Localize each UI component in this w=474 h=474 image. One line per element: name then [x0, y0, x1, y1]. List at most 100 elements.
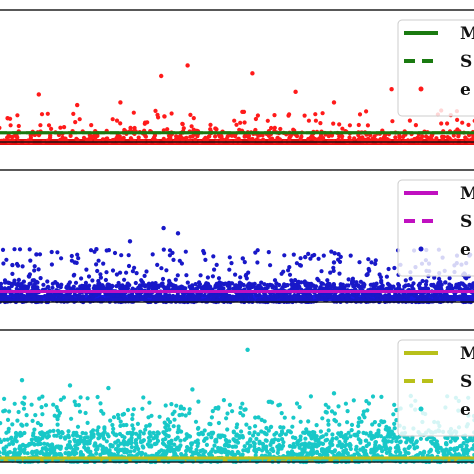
- subplot-2-error-point: [385, 281, 391, 286]
- subplot-3-error-point: [122, 442, 127, 447]
- subplot-1-error-point: [298, 136, 303, 141]
- subplot-3-error-point: [177, 444, 182, 449]
- subplot-3-error-point: [71, 448, 76, 453]
- subplot-2-error-point: [144, 269, 149, 274]
- subplot-1-error-point: [412, 136, 417, 142]
- subplot-2-error-point: [396, 285, 401, 290]
- subplot-3-error-point: [149, 413, 154, 418]
- subplot-3-error-point: [209, 430, 214, 435]
- subplot-2-error-point: [0, 281, 4, 286]
- subplot-1-outlier-point: [185, 63, 190, 68]
- subplot-2-error-point: [343, 293, 348, 298]
- subplot-2-error-point: [177, 285, 182, 290]
- subplot-2-error-point: [41, 282, 46, 287]
- subplot-2-error-point: [119, 253, 124, 258]
- subplot-1-error-point: [193, 137, 198, 142]
- subplot-3-error-point: [412, 446, 417, 451]
- subplot-2-error-point: [171, 257, 176, 262]
- subplot-3-error-point: [334, 436, 339, 441]
- subplot-2-error-point: [374, 281, 379, 286]
- subplot-2-error-point: [247, 281, 252, 286]
- subplot-3-error-point: [157, 414, 162, 419]
- subplot-1-error-point: [352, 136, 357, 141]
- subplot-2-error-point: [112, 250, 118, 256]
- subplot-2-error-point: [167, 280, 172, 285]
- subplot-1-error-point: [46, 123, 52, 128]
- subplot-1-outlier-point: [159, 73, 164, 79]
- subplot-2-error-point: [28, 258, 33, 263]
- subplot-3-error-point: [252, 441, 257, 446]
- subplot-2-error-point: [183, 249, 188, 254]
- subplot-1-error-point: [114, 135, 119, 141]
- subplot-3-error-point: [238, 405, 243, 410]
- subplot-3-error-point: [172, 417, 177, 422]
- subplot-3-error-point: [147, 422, 152, 427]
- subplot-3-error-point: [226, 449, 231, 454]
- subplot-3-outlier-point: [331, 391, 337, 396]
- subplot-2-error-point: [269, 294, 274, 299]
- subplot-3-error-point: [22, 395, 27, 400]
- subplot-1-error-point: [105, 136, 110, 141]
- subplot-3-error-point: [383, 445, 389, 450]
- subplot-2-error-point: [402, 284, 407, 289]
- subplot-1-error-point: [413, 123, 418, 128]
- subplot-2-error-point: [164, 293, 169, 298]
- subplot-2-error-point: [351, 279, 356, 284]
- subplot-1-outlier-point: [118, 100, 123, 105]
- subplot-2-error-point: [332, 251, 337, 256]
- subplot-2-error-point: [93, 284, 98, 289]
- subplot-2-error-point: [190, 297, 195, 302]
- subplot-2-error-point: [416, 283, 421, 288]
- subplot-1-error-point: [256, 133, 261, 138]
- subplot-2-error-point: [196, 294, 201, 299]
- subplot-2-error-point: [302, 281, 307, 286]
- subplot-2-error-point: [105, 283, 110, 288]
- subplot-1-error-point: [440, 134, 445, 139]
- subplot-2-error-point: [392, 265, 397, 271]
- subplot-2-error-point: [18, 282, 23, 288]
- subplot-3-error-point: [290, 424, 295, 429]
- subplot-1-error-point: [49, 126, 54, 131]
- subplot-2-error-point: [257, 293, 262, 298]
- subplot-2-error-point: [90, 278, 95, 283]
- subplot-3-error-point: [244, 422, 249, 427]
- subplot-3-error-point: [223, 442, 228, 447]
- subplot-1-error-point: [15, 113, 20, 118]
- subplot-3-error-point: [452, 446, 457, 451]
- subplot-2-error-point: [340, 294, 345, 300]
- subplot-1-error-point: [75, 137, 80, 143]
- subplot-3-error-point: [55, 428, 61, 433]
- subplot-3-error-point: [0, 421, 3, 426]
- subplot-3-error-point: [444, 442, 449, 447]
- subplot-3-error-point: [21, 406, 27, 411]
- subplot-1-error-point: [277, 137, 282, 142]
- subplot-2-error-point: [79, 276, 84, 281]
- subplot-1-legend-box: [397, 19, 474, 117]
- subplot-2-error-point: [218, 284, 223, 289]
- subplot-2-error-point: [26, 284, 31, 289]
- subplot-3-error-point: [38, 437, 43, 442]
- subplot-3-error-point: [193, 419, 199, 424]
- subplot-3-error-point: [323, 450, 328, 455]
- subplot-2-error-point: [371, 299, 376, 304]
- subplot-2-error-point: [338, 254, 343, 259]
- subplot-1-error-point: [340, 137, 345, 142]
- subplot-2-error-point: [365, 272, 370, 277]
- subplot-3-error-point: [224, 416, 229, 421]
- subplot-2-error-point: [356, 284, 361, 289]
- subplot-1-error-point: [265, 118, 270, 123]
- subplot-1-error-point: [340, 134, 345, 139]
- subplot-2-error-point: [142, 273, 147, 278]
- subplot-3-error-point: [38, 430, 43, 436]
- subplot-2-error-point: [14, 293, 19, 298]
- subplot-1-error-point: [81, 135, 87, 140]
- subplot-2-error-point: [294, 261, 299, 266]
- subplot-2-error-point: [187, 284, 192, 289]
- subplot-2-error-point: [3, 298, 8, 303]
- subplot-3-error-point: [163, 436, 168, 442]
- subplot-1-error-point: [278, 126, 283, 132]
- subplot-3-error-point: [356, 420, 361, 425]
- subplot-1-error-point: [180, 121, 185, 126]
- subplot-2-error-point: [313, 284, 319, 289]
- subplot-1-legend-label-error: e: [460, 80, 471, 100]
